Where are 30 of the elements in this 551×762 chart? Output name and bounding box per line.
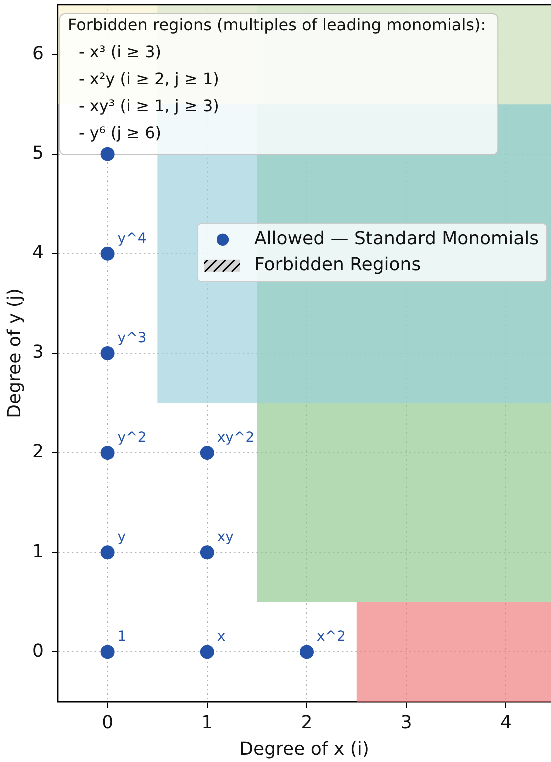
annotation: - x³ (i ≥ 3)	[79, 42, 162, 62]
annotation: - x²y (i ≥ 2, j ≥ 1)	[79, 70, 220, 89]
annotation: y^4	[118, 230, 147, 247]
y-tick-label: 4	[32, 242, 44, 264]
annotation: y	[118, 530, 126, 546]
y-tick-label: 2	[32, 442, 44, 463]
y-tick-label: 1	[32, 541, 44, 562]
annotation: x	[217, 629, 226, 646]
y-tick-label: 0	[32, 640, 44, 662]
legend-label: Forbidden Regions	[254, 254, 422, 276]
annotation: - xy³ (i ≥ 1, j ≥ 3)	[79, 96, 220, 116]
annotation: xy^2	[217, 430, 255, 446]
y-tick-label: 6	[32, 43, 44, 64]
x-tick-label: 2	[301, 712, 313, 734]
annotation: y^3	[118, 330, 147, 346]
x-axis-title: Degree of x (i)	[240, 738, 370, 760]
annotation: Forbidden regions (multiples of leading monomials):	[68, 16, 486, 35]
annotation: y^2	[118, 430, 147, 446]
y-tick-label: 5	[32, 143, 44, 164]
y-axis-title: Degree of y (j)	[4, 288, 26, 418]
annotation: x^2	[316, 629, 346, 646]
annotation: xy	[217, 530, 234, 546]
x-tick-label: 0	[102, 712, 114, 734]
annotation: - y⁶ (j ≥ 6)	[79, 124, 162, 143]
legend-label: Allowed — Standard Monomials	[254, 228, 540, 250]
x-tick-label: 1	[202, 712, 214, 734]
x-tick-label: 3	[400, 712, 412, 734]
annotation: 1	[118, 629, 127, 646]
x-tick-label: 4	[500, 712, 512, 734]
y-tick-label: 3	[32, 342, 44, 364]
